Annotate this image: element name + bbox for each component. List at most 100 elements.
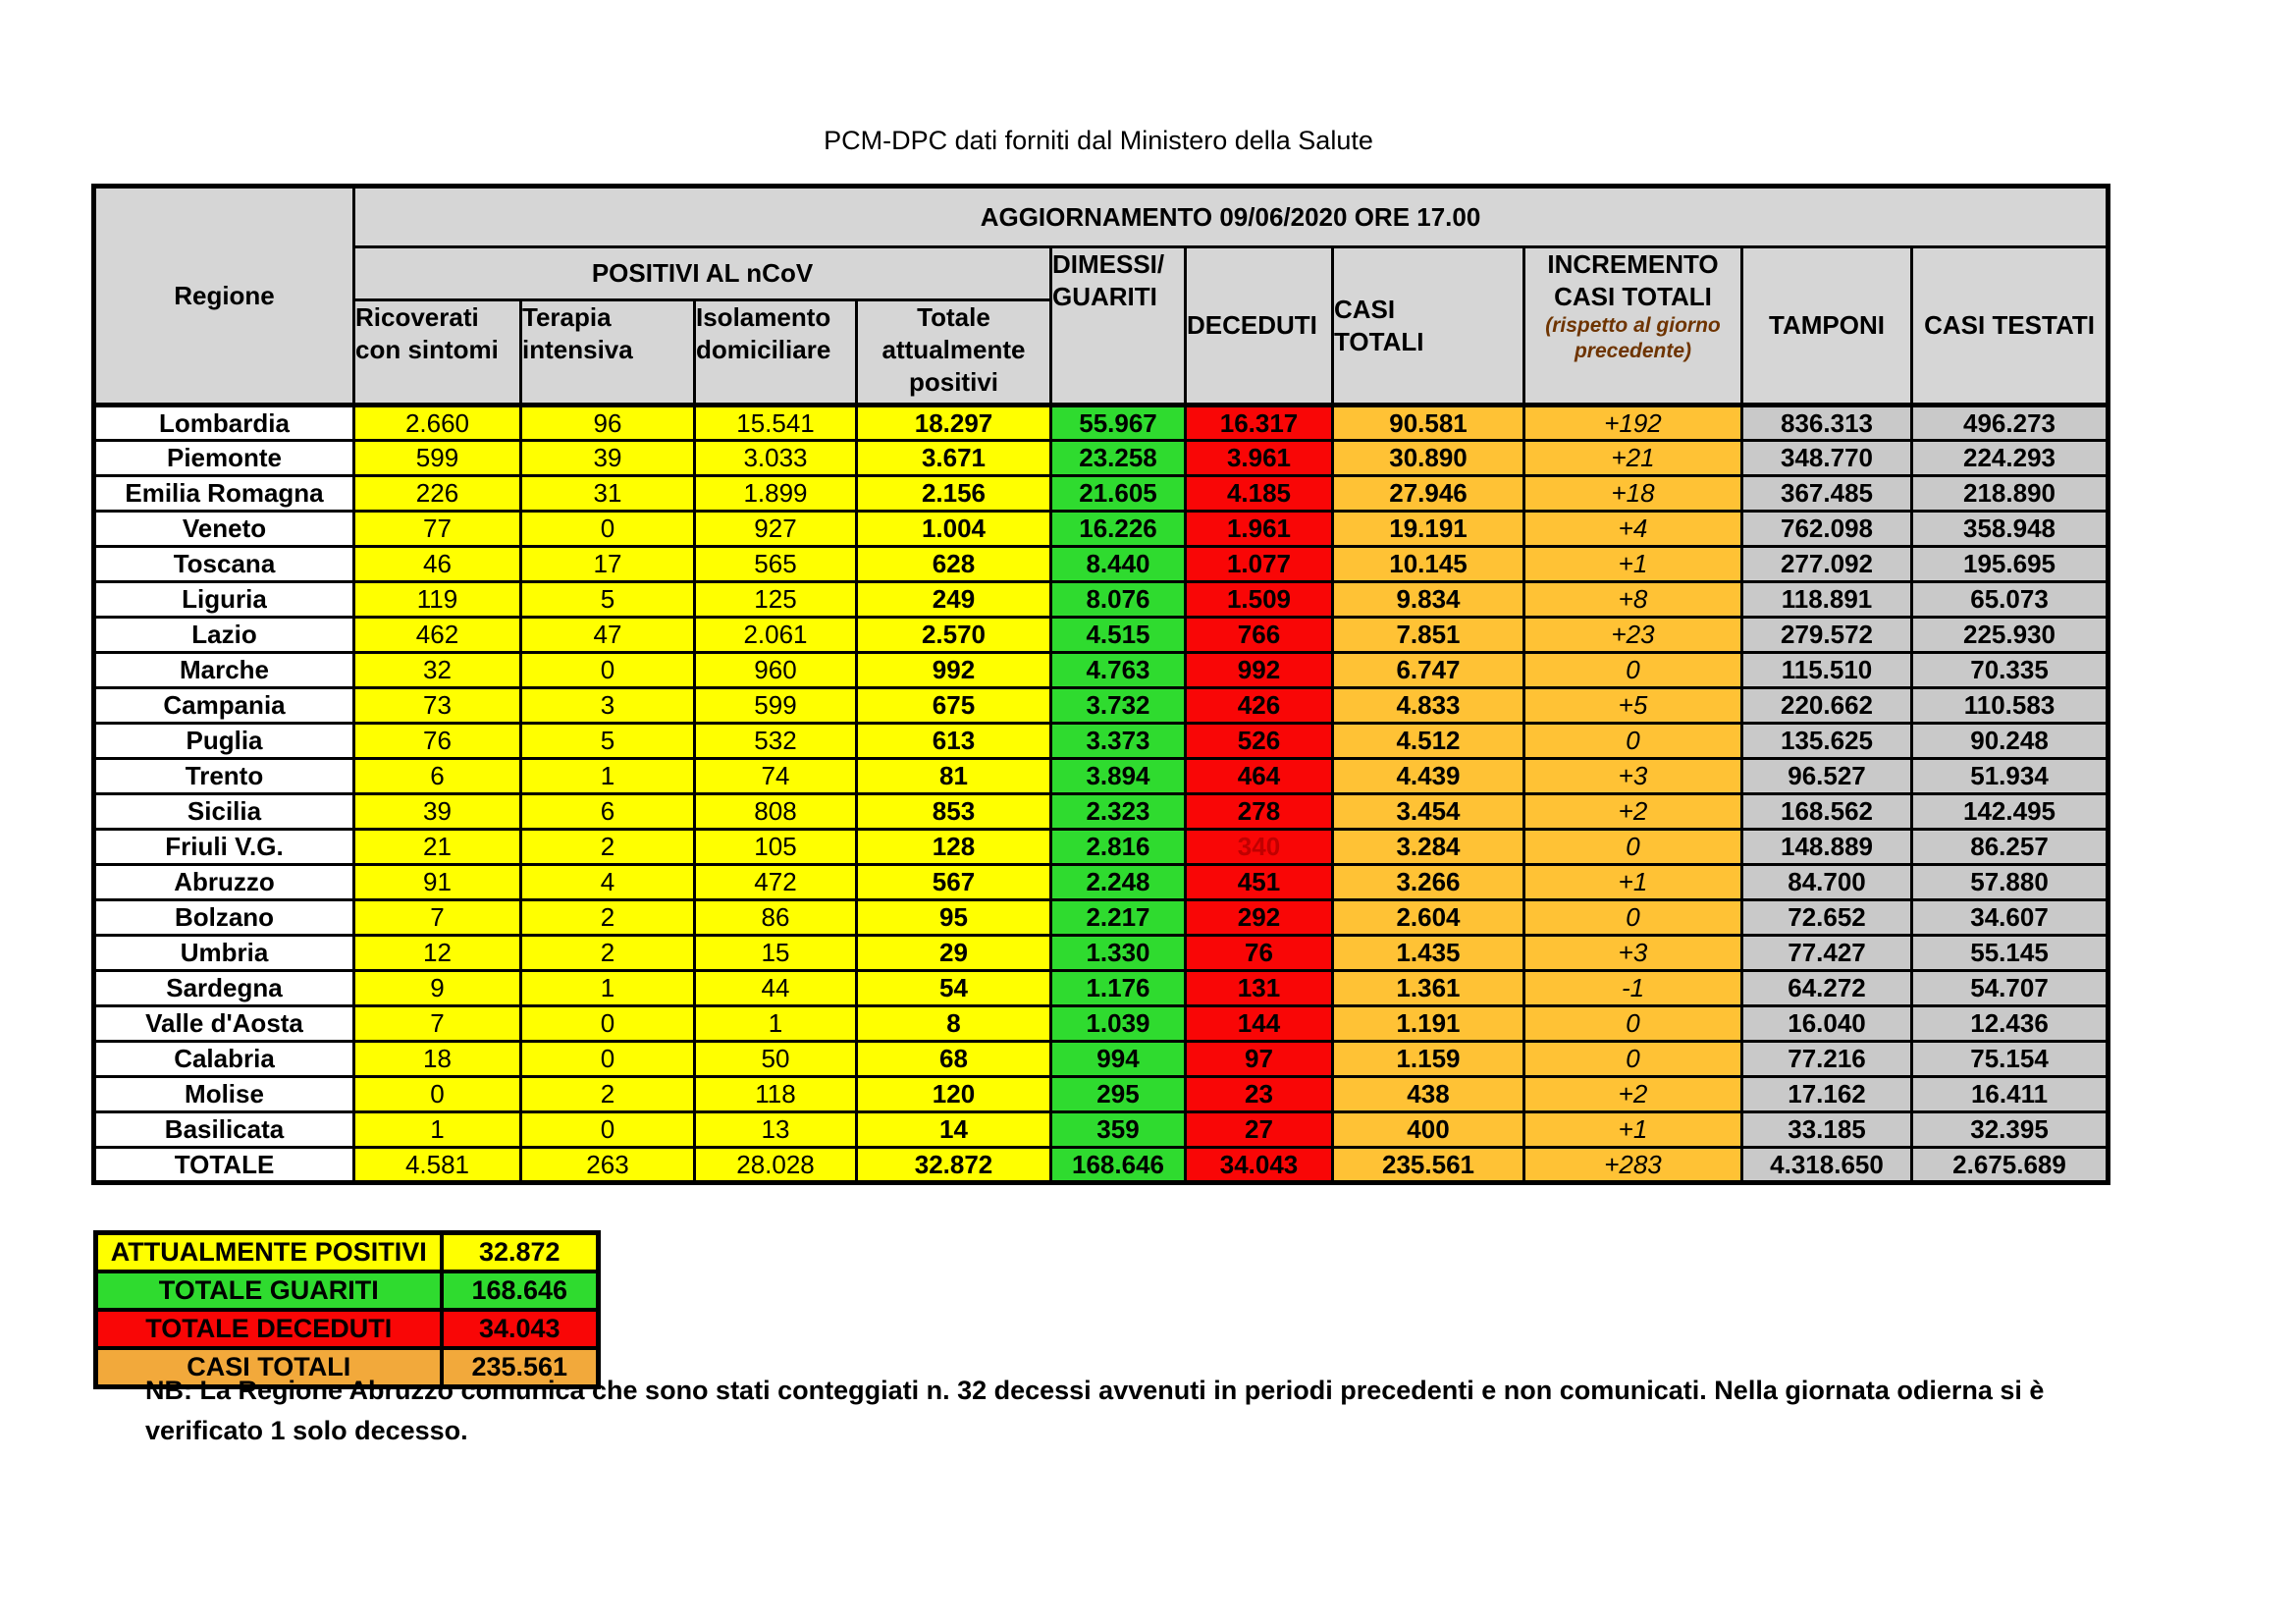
terapia-intensiva-cell: 31 — [519, 474, 696, 513]
region-row: Sicilia 39 6 808 853 2.323 278 3.454 +2 168.562 14… — [92, 792, 2110, 831]
totale-positivi-cell: 8 — [855, 1004, 1052, 1043]
casi-testati-cell: 32.395 — [1909, 1110, 2110, 1149]
dimessi-guariti-cell: 3.732 — [1049, 686, 1187, 725]
casi-totali-cell: 1.191 — [1331, 1004, 1525, 1043]
tamponi-cell: 348.770 — [1740, 439, 1913, 477]
casi-totali-cell: 10.145 — [1331, 545, 1525, 583]
region-name: Valle d'Aosta — [92, 1004, 355, 1043]
summary-label: TOTALE GUARITI — [93, 1270, 444, 1312]
column-header-ricoverati: Ricoverati con sintomi — [352, 298, 522, 406]
incremento-cell: +192 — [1522, 403, 1743, 442]
ricoverati-cell: 2.660 — [352, 403, 522, 442]
incremento-cell: +2 — [1522, 792, 1743, 831]
ricoverati-cell: 4.581 — [352, 1146, 522, 1184]
summary-label: CASI TOTALI — [93, 1346, 444, 1389]
terapia-intensiva-cell: 0 — [519, 1110, 696, 1149]
deceduti-cell: 23 — [1184, 1075, 1334, 1113]
incremento-note: (rispetto al giorno precedente) — [1545, 314, 1721, 362]
region-name: Puglia — [92, 722, 355, 760]
terapia-intensiva-cell: 2 — [519, 828, 696, 866]
tamponi-cell: 33.185 — [1740, 1110, 1913, 1149]
terapia-intensiva-cell: 1 — [519, 969, 696, 1007]
terapia-intensiva-cell: 3 — [519, 686, 696, 725]
dimessi-guariti-cell: 16.226 — [1049, 510, 1187, 548]
casi-testati-cell: 2.675.689 — [1909, 1146, 2110, 1184]
summary-row: ATTUALMENTE POSITIVI 32.872 — [93, 1230, 601, 1273]
dimessi-guariti-cell: 3.373 — [1049, 722, 1187, 760]
deceduti-cell: 766 — [1184, 616, 1334, 654]
region-row: Marche 32 0 960 992 4.763 992 6.747 0 115.510 70.3… — [92, 651, 2110, 689]
ricoverati-cell: 46 — [352, 545, 522, 583]
ricoverati-cell: 1 — [352, 1110, 522, 1149]
region-name: Friuli V.G. — [92, 828, 355, 866]
tamponi-cell: 118.891 — [1740, 580, 1913, 619]
incremento-cell: 0 — [1522, 1004, 1743, 1043]
ricoverati-cell: 32 — [352, 651, 522, 689]
totale-positivi-cell: 81 — [855, 757, 1052, 795]
casi-testati-cell: 358.948 — [1909, 510, 2110, 548]
casi-totali-cell: 6.747 — [1331, 651, 1525, 689]
isolamento-cell: 1 — [693, 1004, 858, 1043]
ricoverati-cell: 76 — [352, 722, 522, 760]
incremento-cell: 0 — [1522, 1040, 1743, 1078]
ricoverati-cell: 73 — [352, 686, 522, 725]
casi-totali-cell: 3.266 — [1331, 863, 1525, 901]
column-header-tamponi: TAMPONI — [1740, 245, 1913, 406]
ricoverati-cell: 0 — [352, 1075, 522, 1113]
group-header-row: POSITIVI AL nCoV DIMESSI/ GUARITI DECEDU… — [94, 245, 2110, 406]
region-name: Lombardia — [92, 403, 355, 442]
deceduti-cell: 292 — [1184, 898, 1334, 937]
region-row: Bolzano 7 2 86 95 2.217 292 2.604 0 72.652 34.607 — [92, 898, 2110, 937]
totale-positivi-cell: 128 — [855, 828, 1052, 866]
covid-region-table: Regione AGGIORNAMENTO 09/06/2020 ORE 17.… — [91, 184, 2111, 1185]
dimessi-guariti-cell: 21.605 — [1049, 474, 1187, 513]
incremento-cell: +5 — [1522, 686, 1743, 725]
region-name: Piemonte — [92, 439, 355, 477]
incremento-cell: +23 — [1522, 616, 1743, 654]
dimessi-guariti-cell: 8.076 — [1049, 580, 1187, 619]
region-row: Friuli V.G. 21 2 105 128 2.816 340 3.284 0 148.88… — [92, 828, 2110, 866]
isolamento-cell: 2.061 — [693, 616, 858, 654]
totale-positivi-cell: 32.872 — [855, 1146, 1052, 1184]
column-header-incremento: INCREMENTO CASI TOTALI (rispetto al gior… — [1522, 245, 1743, 406]
region-row: Valle d'Aosta 7 0 1 8 1.039 144 1.191 0 16.040 12.… — [92, 1004, 2110, 1043]
incremento-cell: +1 — [1522, 545, 1743, 583]
total-row: TOTALE 4.581 263 28.028 32.872 168.646 34.043 2… — [92, 1146, 2110, 1184]
incremento-cell: +283 — [1522, 1146, 1743, 1184]
summary-table: ATTUALMENTE POSITIVI 32.872 TOTALE GUARITI… — [93, 1230, 601, 1389]
page-title: PCM-DPC dati forniti dal Ministero della… — [824, 126, 1373, 155]
column-group-positivi: POSITIVI AL nCoV — [352, 245, 1052, 301]
deceduti-cell: 340 — [1184, 828, 1334, 866]
summary-row: CASI TOTALI 235.561 — [93, 1346, 601, 1389]
terapia-intensiva-cell: 2 — [519, 898, 696, 937]
region-row: Liguria 119 5 125 249 8.076 1.509 9.834 +8 118.89… — [92, 580, 2110, 619]
casi-testati-cell: 496.273 — [1909, 403, 2110, 442]
ricoverati-cell: 6 — [352, 757, 522, 795]
column-header-casi-totali: CASI TOTALI — [1331, 245, 1525, 406]
terapia-intensiva-cell: 5 — [519, 580, 696, 619]
tamponi-cell: 77.427 — [1740, 934, 1913, 972]
casi-testati-cell: 110.583 — [1909, 686, 2110, 725]
isolamento-cell: 532 — [693, 722, 858, 760]
region-name: Toscana — [92, 545, 355, 583]
summary-label: TOTALE DECEDUTI — [93, 1308, 444, 1350]
region-row: Umbria 12 2 15 29 1.330 76 1.435 +3 77.427 55.145 — [92, 934, 2110, 972]
ricoverati-cell: 599 — [352, 439, 522, 477]
column-header-terapia-intensiva: Terapia intensiva — [519, 298, 696, 406]
ricoverati-cell: 18 — [352, 1040, 522, 1078]
casi-testati-cell: 12.436 — [1909, 1004, 2110, 1043]
dimessi-guariti-cell: 8.440 — [1049, 545, 1187, 583]
region-row: Campania 73 3 599 675 3.732 426 4.833 +5 220.662 1… — [92, 686, 2110, 725]
ricoverati-cell: 77 — [352, 510, 522, 548]
incremento-cell: 0 — [1522, 898, 1743, 937]
incremento-cell: +4 — [1522, 510, 1743, 548]
column-header-totale-positivi: Totale attualmente positivi — [855, 298, 1052, 406]
dimessi-guariti-cell: 994 — [1049, 1040, 1187, 1078]
isolamento-cell: 125 — [693, 580, 858, 619]
totale-positivi-cell: 2.156 — [855, 474, 1052, 513]
deceduti-cell: 1.509 — [1184, 580, 1334, 619]
column-header-deceduti: DECEDUTI — [1184, 245, 1334, 406]
deceduti-cell: 27 — [1184, 1110, 1334, 1149]
region-row: Trento 6 1 74 81 3.894 464 4.439 +3 96.527 51.934 — [92, 757, 2110, 795]
casi-testati-cell: 16.411 — [1909, 1075, 2110, 1113]
